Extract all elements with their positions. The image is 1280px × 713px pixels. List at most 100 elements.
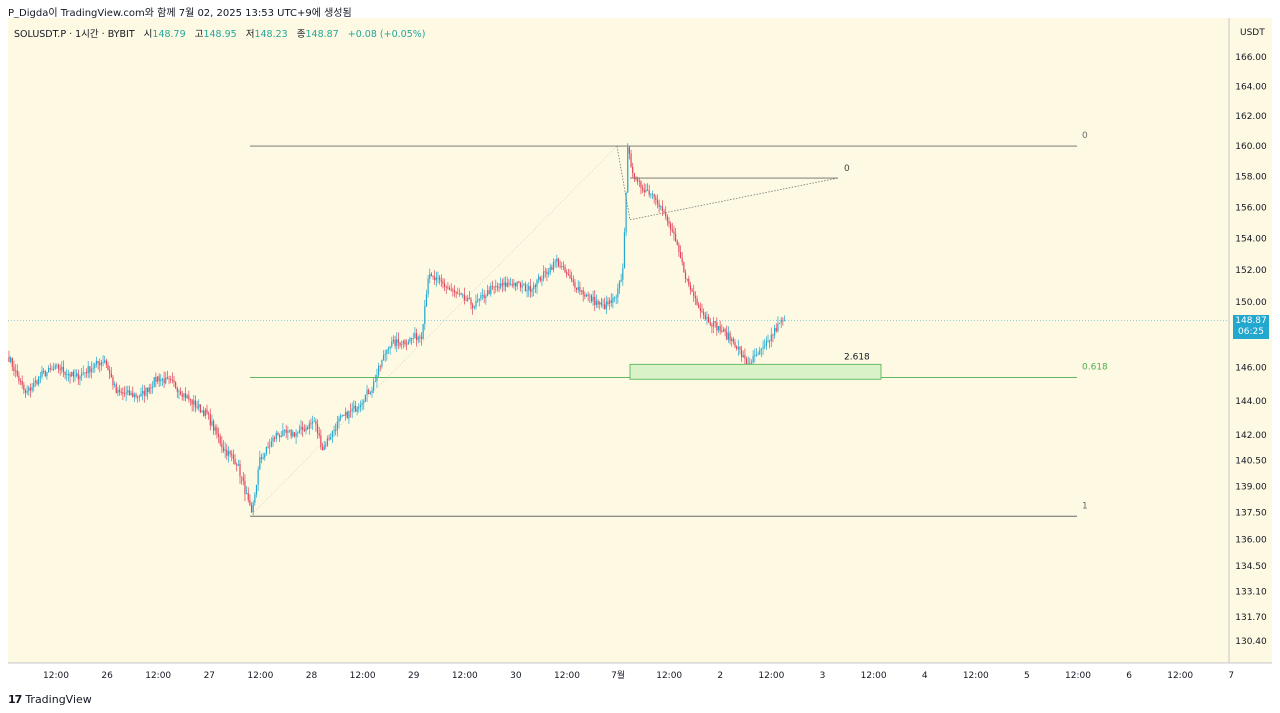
candle-body xyxy=(706,317,708,320)
candle-body xyxy=(775,327,777,331)
candle-body xyxy=(221,443,223,448)
y-tick-label: 150.00 xyxy=(1235,298,1267,308)
candle-body xyxy=(95,360,98,365)
candle-body xyxy=(77,373,79,380)
candle-body xyxy=(571,278,573,280)
candle-body xyxy=(519,282,522,288)
candle-body xyxy=(630,153,632,167)
candle-body xyxy=(272,437,274,442)
candle-body xyxy=(280,436,282,438)
fib-ext-label-top: 0 xyxy=(844,164,850,174)
candle-body xyxy=(709,322,711,325)
candle-body xyxy=(287,430,289,433)
candle-body xyxy=(265,446,267,454)
x-tick-label: 12:00 xyxy=(43,671,69,681)
candle-body xyxy=(128,390,131,396)
candle-body xyxy=(511,284,513,286)
chart-attribution: P_Digda이 TradingView.com와 함께 7월 02, 2025… xyxy=(8,8,352,19)
candle-body xyxy=(534,285,536,287)
y-tick-label: 146.00 xyxy=(1235,364,1267,374)
fib-level-label: 0 xyxy=(1082,131,1088,141)
candle-body xyxy=(750,362,753,364)
x-tick-label: 12:00 xyxy=(1167,671,1193,681)
candle-body xyxy=(274,437,276,439)
currency-label[interactable]: USDT xyxy=(1240,28,1265,38)
candle-body xyxy=(323,445,325,451)
candle-body xyxy=(529,285,531,292)
candle-body xyxy=(257,469,259,485)
symbol-legend[interactable]: SOLUSDT.P · 1시간 · BYBIT 시148.79 고148.95 … xyxy=(14,26,425,40)
candle-body xyxy=(562,266,564,267)
candle-body xyxy=(435,277,437,281)
candle-body xyxy=(176,387,178,392)
candle-body xyxy=(544,271,546,273)
candle-body xyxy=(618,281,621,289)
x-tick-label: 12:00 xyxy=(452,671,478,681)
candle-body xyxy=(109,370,111,374)
candle-body xyxy=(493,286,495,288)
candle-body xyxy=(498,287,500,288)
brand-label: TradingView xyxy=(25,692,92,706)
candle-body xyxy=(246,493,248,495)
candle-body xyxy=(160,379,162,382)
candle-body xyxy=(437,277,439,279)
candle-body xyxy=(552,261,555,270)
candle-body xyxy=(100,362,102,366)
candle-body xyxy=(26,391,28,393)
candle-body xyxy=(622,268,624,280)
candle-body xyxy=(450,289,452,291)
candle-body xyxy=(762,346,764,349)
candle-body xyxy=(457,293,459,295)
candle-body xyxy=(193,400,195,405)
candle-body xyxy=(576,287,578,290)
candle-body xyxy=(477,300,479,302)
candle-body xyxy=(104,360,106,363)
candle-body xyxy=(688,278,690,285)
candle-body xyxy=(683,262,685,273)
candle-body xyxy=(689,284,692,290)
candle-body xyxy=(38,376,40,384)
candle-body xyxy=(61,366,63,370)
candle-body xyxy=(729,332,731,341)
candle-body xyxy=(36,380,38,384)
y-tick-label: 133.10 xyxy=(1235,587,1267,597)
candle-body xyxy=(84,372,86,374)
candle-body xyxy=(772,334,774,336)
candle-body xyxy=(658,203,660,207)
symbol-label[interactable]: SOLUSDT.P · 1시간 · BYBIT xyxy=(14,29,135,40)
candle-body xyxy=(722,329,725,332)
candle-body xyxy=(348,410,350,419)
candle-body xyxy=(175,382,177,388)
candle-body xyxy=(384,353,386,356)
candle-body xyxy=(198,404,200,408)
candle-body xyxy=(399,342,401,346)
x-tick-label: 28 xyxy=(306,671,318,681)
candle-body xyxy=(310,423,312,425)
candle-body xyxy=(72,371,74,377)
x-tick-label: 27 xyxy=(204,671,215,681)
y-tick-label: 134.50 xyxy=(1235,562,1267,572)
candle-body xyxy=(666,216,668,222)
x-tick-label: 6 xyxy=(1126,671,1132,681)
candle-body xyxy=(726,331,728,340)
candle-body xyxy=(99,363,101,366)
candle-body xyxy=(557,258,560,266)
candle-body xyxy=(62,366,65,372)
candle-body xyxy=(420,336,423,339)
candle-body xyxy=(660,206,662,207)
candle-body xyxy=(331,430,333,438)
candle-body xyxy=(468,297,470,299)
y-tick-label: 166.00 xyxy=(1235,53,1267,63)
candle-body xyxy=(752,355,754,363)
candle-body xyxy=(656,199,659,204)
low-value: 148.23 xyxy=(254,29,288,40)
candle-body xyxy=(546,271,548,275)
candle-body xyxy=(698,304,700,308)
candle-body xyxy=(523,284,525,286)
y-tick-label: 162.00 xyxy=(1235,112,1267,122)
candle-body xyxy=(675,233,677,241)
candle-body xyxy=(283,429,286,431)
candle-body xyxy=(147,387,149,393)
candle-body xyxy=(354,405,357,412)
